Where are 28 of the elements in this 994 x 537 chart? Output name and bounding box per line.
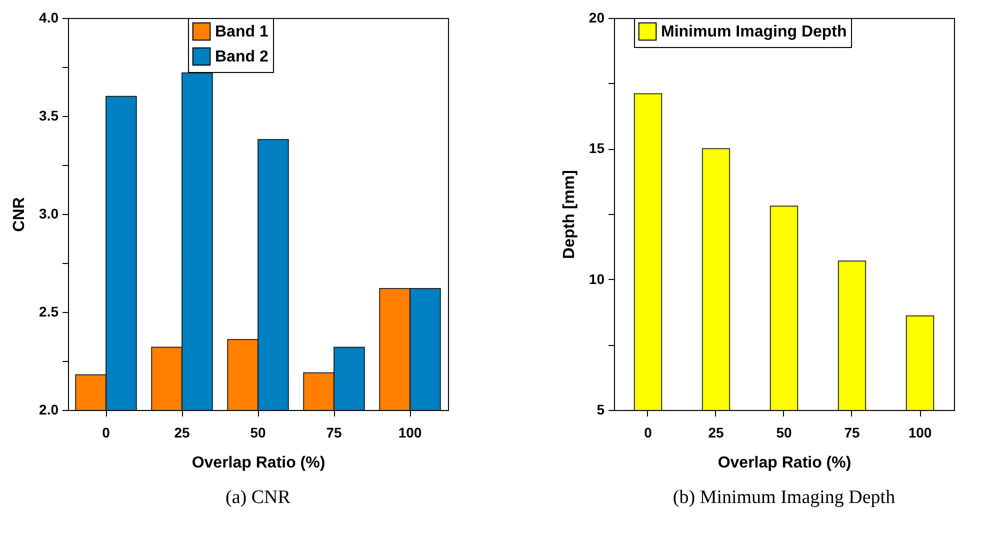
x-tick-label: 50 bbox=[776, 424, 792, 440]
y-tick-label: 10 bbox=[588, 270, 605, 287]
y-tick-label: 2.5 bbox=[39, 304, 59, 320]
x-tick-label: 100 bbox=[908, 424, 932, 440]
x-tick-label: 75 bbox=[844, 424, 860, 440]
text: (b) Minimum Imaging Depth bbox=[672, 487, 896, 508]
x-tick-label: 25 bbox=[708, 424, 724, 440]
x-tick-label: 100 bbox=[398, 424, 422, 440]
text: (a) CNR bbox=[226, 487, 291, 508]
legend-label: Band 1 bbox=[215, 24, 268, 40]
y-axis-title: Depth [mm] bbox=[560, 170, 578, 259]
legend-label: Minimum Imaging Depth bbox=[661, 24, 847, 40]
y-tick-label: 3.0 bbox=[39, 206, 59, 222]
x-tick-label: 0 bbox=[644, 424, 652, 440]
x-tick-label: 50 bbox=[250, 424, 266, 440]
x-axis-title: Overlap Ratio (%) bbox=[192, 454, 326, 472]
y-axis-title: CNR bbox=[11, 196, 28, 232]
legend-label: Band 2 bbox=[215, 48, 268, 66]
x-tick-label: 25 bbox=[174, 424, 190, 440]
y-tick-label: 2.0 bbox=[39, 402, 59, 418]
y-tick-label: 4.0 bbox=[39, 10, 59, 26]
x-axis-title: Overlap Ratio (%) bbox=[718, 454, 852, 472]
y-tick-label: 15 bbox=[588, 140, 605, 156]
x-tick-label: 75 bbox=[326, 424, 342, 440]
y-tick-label: 20 bbox=[588, 10, 605, 26]
y-tick-label: 5 bbox=[596, 402, 605, 418]
y-tick-label: 3.5 bbox=[39, 108, 59, 124]
x-tick-label: 0 bbox=[102, 424, 110, 440]
